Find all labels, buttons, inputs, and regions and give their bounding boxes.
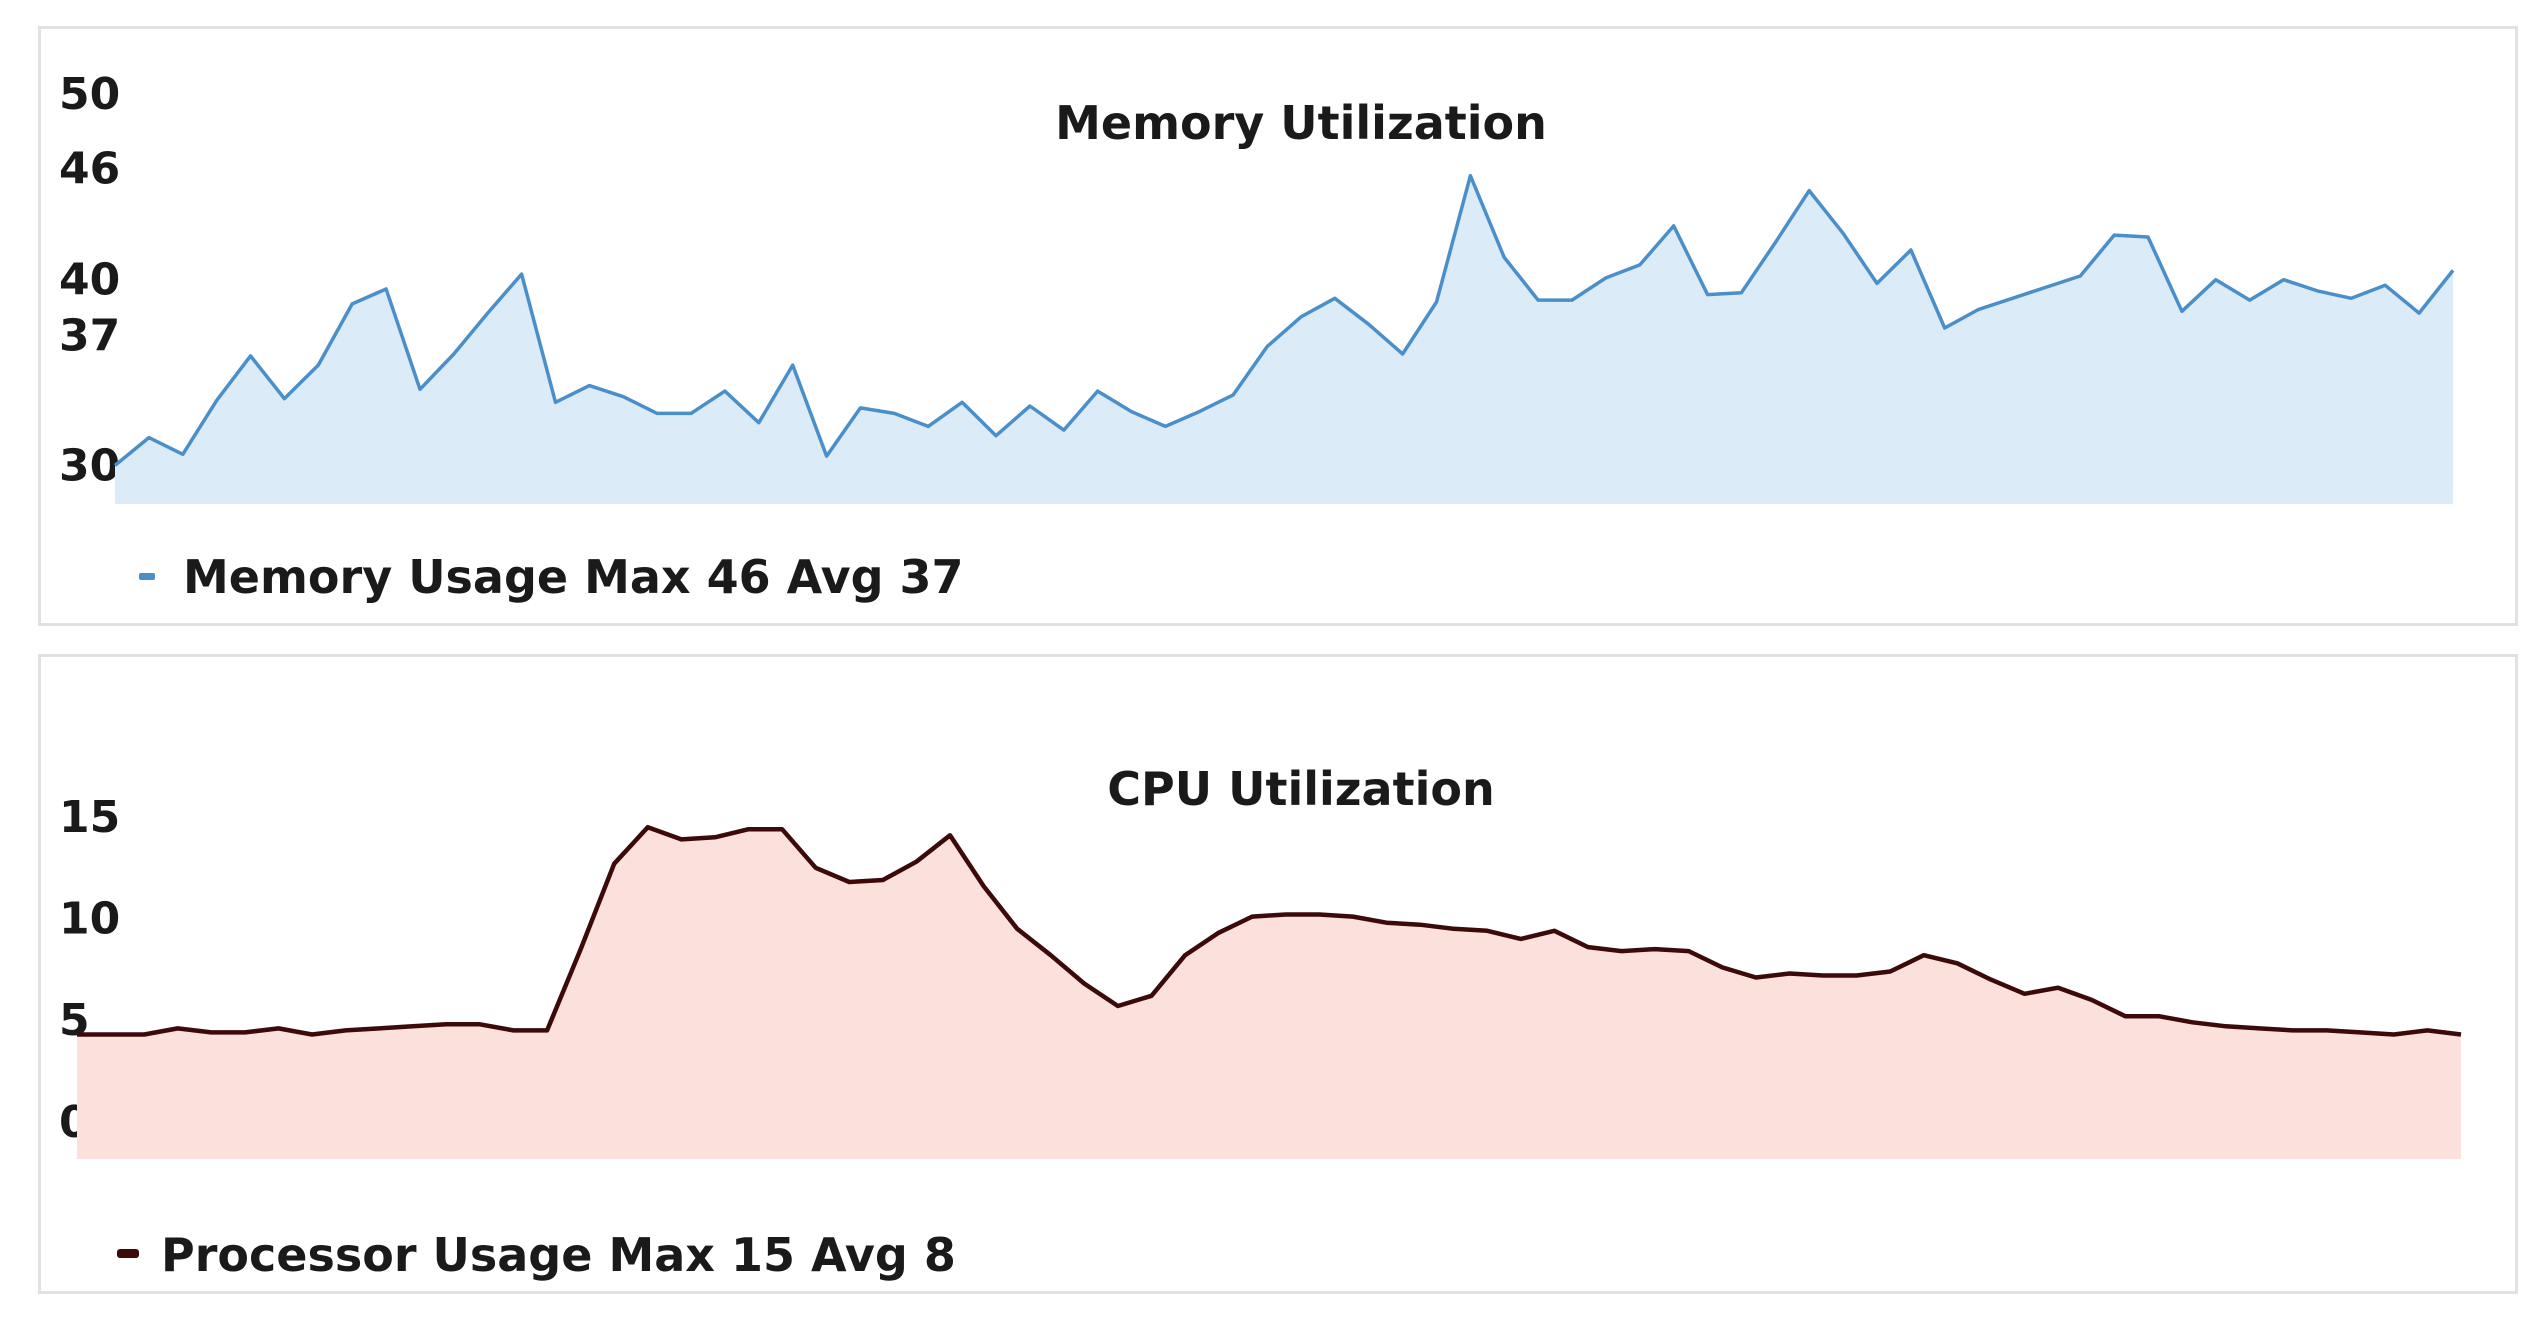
cpu-chart-panel: CPU Utilization 0 5 10 15 Processor Usage M… <box>38 654 2518 1294</box>
cpu-series-line <box>77 824 2462 1037</box>
cpu-chart-title: CPU Utilization <box>1107 762 1494 816</box>
memory-chart-panel: Memory Utilization 30 37 40 46 50 Memory Usa… <box>38 26 2518 626</box>
mem-y-tick-label: 37 <box>59 310 120 361</box>
mem-y-tick-label: 30 <box>59 440 120 491</box>
cpu-legend-swatch <box>117 1249 139 1258</box>
memory-chart-title: Memory Utilization <box>1055 96 1547 150</box>
memory-legend-swatch <box>139 573 155 580</box>
memory-legend-label: Memory Usage Max 46 Avg 37 <box>183 550 964 604</box>
cpu-area-fill <box>77 827 2461 1159</box>
memory-area-fill <box>115 175 2453 504</box>
mem-y-tick-label: 46 <box>59 143 120 194</box>
cpu-y-tick-label: 15 <box>59 792 120 843</box>
mem-y-tick-label: 50 <box>59 69 120 120</box>
cpu-legend-label: Processor Usage Max 15 Avg 8 <box>161 1228 956 1282</box>
memory-series-line <box>113 173 2455 467</box>
cpu-y-tick-label: 10 <box>59 894 120 945</box>
mem-y-tick-label: 40 <box>59 255 120 306</box>
